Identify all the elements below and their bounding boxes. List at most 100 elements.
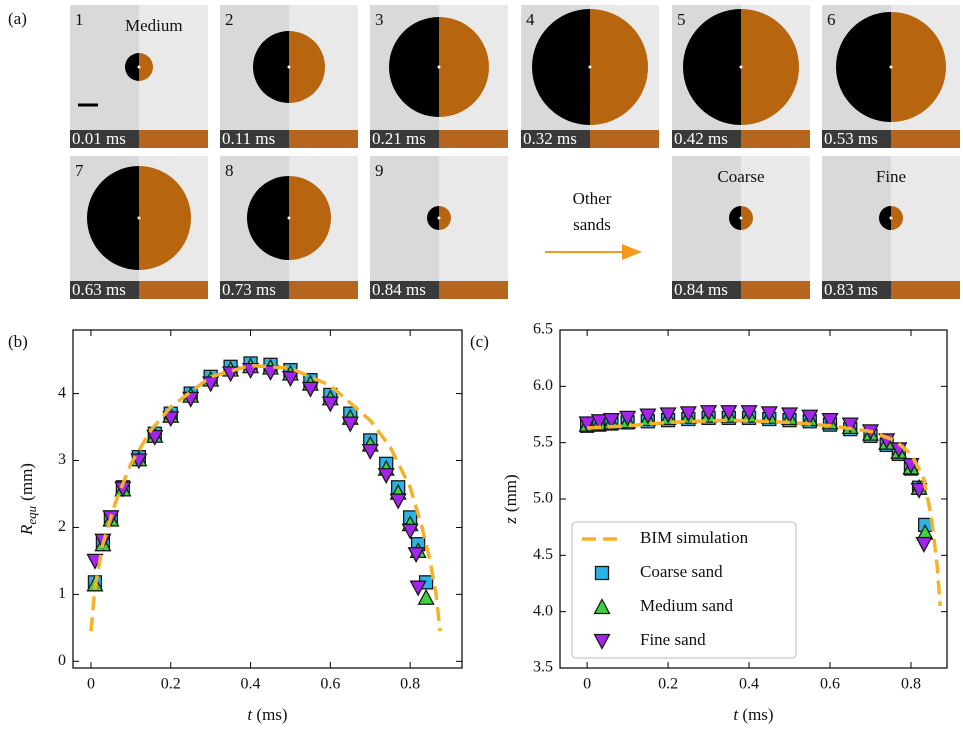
legend-label: Medium sand [640, 596, 734, 615]
sand-left [370, 281, 439, 299]
bubble-center [739, 65, 743, 69]
sand-right [741, 281, 810, 299]
line [89, 363, 442, 632]
y-tick-label: 4.5 [533, 546, 553, 563]
sand-right [891, 281, 960, 299]
bubble-left [683, 9, 741, 125]
x-label-unit: (ms) [742, 705, 773, 724]
y-label-unit: (mm) [17, 463, 36, 501]
bubble-left [532, 9, 590, 125]
bubble-left [125, 53, 139, 81]
y-tick-label: 6.0 [533, 377, 553, 394]
frame-time: 0.01 ms [72, 129, 126, 148]
frame-caption: Fine [876, 167, 906, 186]
marker-triangle-down [590, 414, 608, 431]
marker-triangle-down [821, 412, 839, 430]
panel-label: (a) [8, 9, 27, 28]
bubble-right [439, 206, 451, 230]
marker-triangle-down [720, 405, 738, 422]
marker-triangle-down [341, 416, 359, 433]
frame-time: 0.63 ms [72, 280, 126, 299]
y-label-symbol: z [501, 517, 520, 525]
frame-time: 0.42 ms [674, 129, 728, 148]
frame-time: 0.73 ms [222, 280, 276, 299]
legend-marker [593, 633, 611, 650]
frame: 6 0.53 ms [822, 5, 960, 148]
frame-bg-right [439, 156, 508, 299]
legend-marker [593, 598, 611, 615]
frame-time: 0.84 ms [674, 280, 728, 299]
bubble-right [590, 9, 648, 125]
panel-label: (c) [470, 332, 489, 351]
marker-triangle-down [659, 407, 677, 424]
frame-number: 9 [375, 161, 384, 180]
x-tick-label: 0.8 [400, 676, 420, 693]
sand-left [672, 130, 741, 148]
marker-triangle-down [619, 410, 637, 427]
bubble-center [889, 216, 893, 220]
x-label-unit: (ms) [256, 705, 287, 724]
marker-triangle-down [389, 493, 407, 510]
sand-left [70, 130, 139, 148]
marker-triangle-down [281, 371, 300, 388]
x-tick-label: 0 [583, 676, 591, 693]
frame-time: 0.32 ms [523, 129, 577, 148]
sand-right [139, 130, 208, 148]
bubble-right [439, 17, 489, 117]
sand-left [822, 281, 891, 299]
marker-triangle-down [578, 416, 596, 433]
frame: 2 0.11 ms [220, 5, 358, 148]
frame-bg-right [891, 156, 960, 299]
frame: Fine 0.83 ms [822, 156, 960, 299]
bubble-left [389, 17, 439, 117]
x-axis-label: t (ms) [733, 705, 773, 724]
bubble-right [891, 12, 946, 122]
bubble-left [836, 12, 891, 122]
x-tick-label: 0.8 [901, 676, 921, 693]
y-label-subscript: equ [24, 505, 39, 524]
frame-number: 1 [75, 10, 84, 29]
legend-label: Fine sand [640, 630, 706, 649]
frame: 5 0.42 ms [672, 5, 810, 148]
sand-left [822, 130, 891, 148]
plot-frame [72, 329, 463, 669]
marker-triangle-down [910, 482, 928, 499]
bubble-right [891, 206, 903, 230]
y-axis-label: Requ (mm) [17, 463, 39, 536]
line [587, 418, 942, 607]
marker-triangle-down [841, 417, 859, 434]
bubble-center [889, 65, 893, 69]
sand-right [439, 130, 508, 148]
frame-number: 6 [827, 10, 836, 29]
sand-right [439, 281, 508, 299]
x-tick-label: 0.4 [241, 676, 261, 693]
bubble-center [437, 65, 441, 69]
frame-time: 0.53 ms [824, 129, 878, 148]
bubble-right [139, 53, 153, 81]
frame-time: 0.83 ms [824, 280, 878, 299]
frame-number: 4 [526, 10, 535, 29]
frame-time: 0.11 ms [222, 129, 275, 148]
marker-triangle-down [740, 405, 758, 422]
bubble-right [741, 9, 799, 125]
y-tick-label: 3 [58, 451, 66, 468]
sand-right [891, 130, 960, 148]
bubble-right [139, 166, 191, 270]
frame: 8 0.73 ms [220, 156, 358, 299]
marker-triangle-down [301, 381, 319, 398]
bubble-right [289, 176, 331, 260]
bubble-left [247, 176, 289, 260]
sand-left [370, 130, 439, 148]
arrow-text: Other [573, 189, 612, 208]
frame: 3 0.21 ms [370, 5, 508, 148]
marker-triangle-down [202, 376, 220, 393]
bubble-left [87, 166, 139, 270]
marker-triangle-down [679, 406, 697, 423]
frame-time: 0.84 ms [372, 280, 426, 299]
bubble-center [588, 65, 592, 69]
y-tick-label: 2 [58, 518, 66, 535]
marker-triangle-down [801, 409, 819, 426]
y-label-unit: (mm) [501, 474, 520, 512]
bubble-center [287, 65, 291, 69]
x-label-symbol: t [247, 705, 253, 724]
